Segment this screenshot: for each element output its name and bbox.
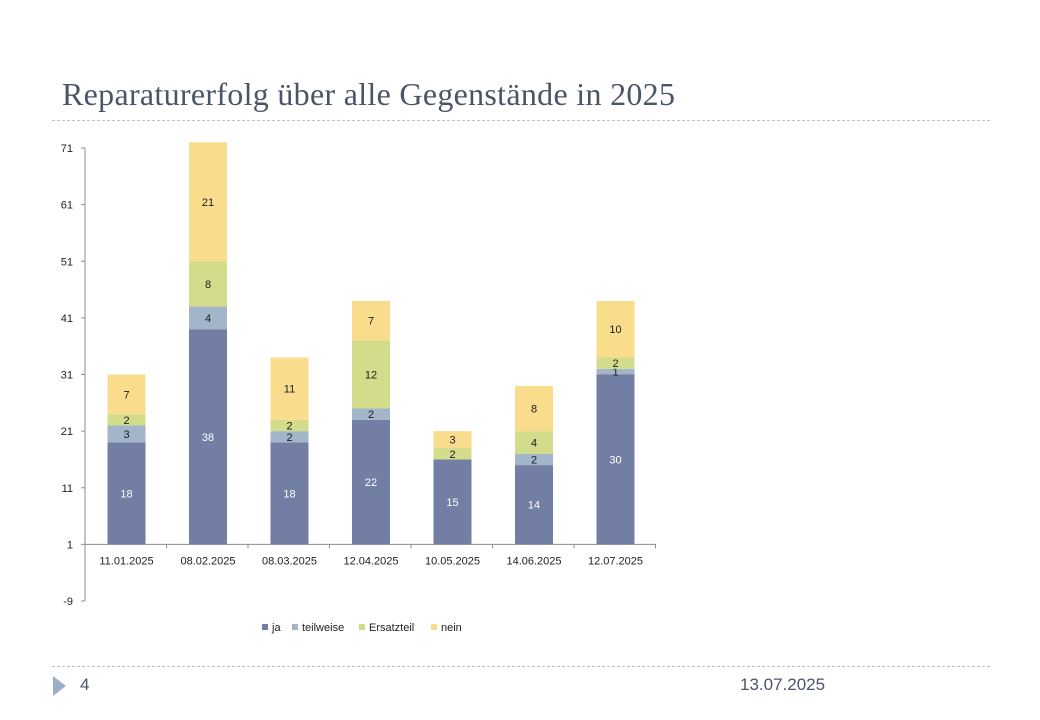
bar-segment-nein xyxy=(189,142,227,262)
bar-segment-ja xyxy=(189,329,227,545)
data-label: 15 xyxy=(446,497,458,509)
data-label: 3 xyxy=(123,429,129,441)
x-tick-label: 08.02.2025 xyxy=(180,555,235,567)
data-label: 2 xyxy=(123,415,129,427)
data-label: 38 xyxy=(202,432,214,444)
data-label: 2 xyxy=(368,409,374,421)
data-label: 1 xyxy=(612,367,618,379)
data-label: 7 xyxy=(368,316,374,328)
y-tick-label: -9 xyxy=(63,596,73,608)
data-label: 11 xyxy=(284,384,295,396)
legend-label: nein xyxy=(441,622,462,634)
legend-swatch-nein xyxy=(431,624,437,630)
data-label: 18 xyxy=(120,488,132,500)
y-tick-label: 41 xyxy=(61,313,73,325)
legend-label: ja xyxy=(271,622,281,634)
x-tick-label: 12.07.2025 xyxy=(588,555,643,567)
data-label: 2 xyxy=(286,432,292,444)
data-label: 4 xyxy=(531,437,537,449)
data-label: 2 xyxy=(531,454,537,466)
x-tick-label: 08.03.2025 xyxy=(262,555,317,567)
slide-number: 4 xyxy=(80,675,90,694)
data-label: 14 xyxy=(528,500,540,512)
bar-segment-ersatzteil xyxy=(352,340,390,409)
bar-segment-teilweise xyxy=(515,453,553,466)
x-tick-label: 11.01.2025 xyxy=(99,555,153,567)
bar-segment-ersatzteil xyxy=(270,419,309,432)
x-tick-label: 10.05.2025 xyxy=(425,555,480,567)
x-tick-label: 14.06.2025 xyxy=(506,555,561,567)
data-label: 18 xyxy=(283,488,295,500)
bar-segment-ja xyxy=(270,442,309,545)
y-tick-label: 21 xyxy=(61,426,73,438)
bar-segment-ja xyxy=(352,419,390,545)
bar-segment-teilweise xyxy=(352,408,390,420)
x-tick-label: 12.04.2025 xyxy=(343,555,398,567)
data-label: 8 xyxy=(205,279,211,291)
footer-divider xyxy=(52,666,990,667)
bar-segment-teilweise xyxy=(596,368,635,375)
bar-segment-ersatzteil xyxy=(433,448,472,460)
bar-segment-nein xyxy=(352,300,390,341)
data-label: 21 xyxy=(202,197,214,209)
data-label: 22 xyxy=(365,477,377,489)
data-label: 10 xyxy=(609,324,621,336)
bar-segment-nein xyxy=(433,431,472,449)
bar-segment-teilweise xyxy=(107,425,146,443)
data-label: 2 xyxy=(449,449,455,461)
bar-segment-ja xyxy=(433,459,472,545)
data-label: 8 xyxy=(531,403,537,415)
bar-segment-nein xyxy=(107,374,146,415)
bar-segment-ersatzteil xyxy=(596,357,635,369)
bar-segment-teilweise xyxy=(189,306,227,330)
y-tick-label: 31 xyxy=(61,370,73,382)
data-label: 12 xyxy=(365,370,377,382)
bar-segment-nein xyxy=(270,357,309,420)
bar-segment-ersatzteil xyxy=(515,431,553,454)
bar-segment-ja xyxy=(107,442,146,545)
y-tick-label: 51 xyxy=(61,256,73,268)
data-label: 30 xyxy=(609,454,621,466)
y-tick-label: 1 xyxy=(67,539,73,551)
legend-label: Ersatzteil xyxy=(369,622,414,634)
legend-label: teilweise xyxy=(302,622,344,634)
bar-segment-nein xyxy=(596,300,635,358)
bar-segment-ja xyxy=(515,465,553,545)
bar-segment-ersatzteil xyxy=(107,414,146,426)
legend-swatch-teilweise xyxy=(292,624,298,630)
bar-segment-nein xyxy=(515,385,553,432)
bar-segment-ja xyxy=(596,374,635,545)
bar-segment-ersatzteil xyxy=(189,261,227,307)
footer-arrow-icon xyxy=(53,676,66,696)
data-label: 4 xyxy=(205,313,211,325)
data-label: 2 xyxy=(286,420,292,432)
legend-swatch-ja xyxy=(262,624,268,630)
data-label: 2 xyxy=(612,358,618,370)
slide-title: Reparaturerfolg über alle Gegenstände in… xyxy=(62,76,676,112)
title-divider xyxy=(52,120,990,121)
slide-date: 13.07.2025 xyxy=(740,675,826,694)
bar-segment-teilweise xyxy=(270,431,309,443)
data-label: 7 xyxy=(123,389,129,401)
legend-swatch-ersatzteil xyxy=(359,624,365,630)
y-tick-label: 61 xyxy=(61,200,73,212)
data-label: 3 xyxy=(449,435,455,447)
y-tick-label: 71 xyxy=(61,143,73,155)
y-tick-label: 11 xyxy=(62,483,73,495)
